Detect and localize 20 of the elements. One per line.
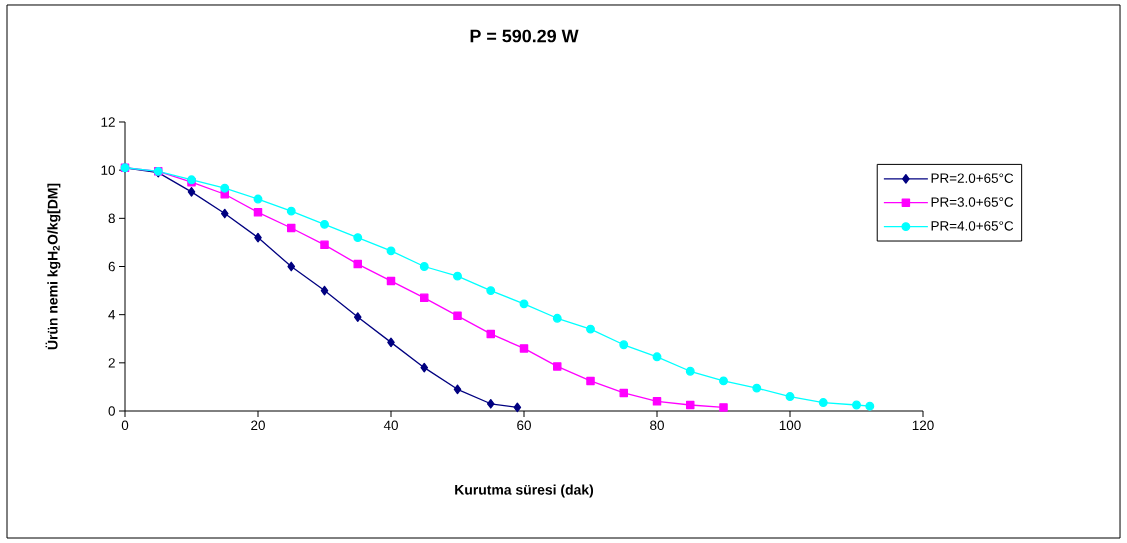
legend-label: PR=2.0+65°C: [931, 173, 1014, 183]
chart-title: P = 590.29 W: [470, 29, 579, 43]
y-tick-label: 8: [108, 213, 115, 224]
legend-label: PR=4.0+65°C: [931, 221, 1014, 231]
x-tick-label: 60: [517, 420, 531, 431]
x-tick-label: 40: [383, 420, 398, 431]
y-tick-label: 0: [108, 406, 115, 416]
legend-label: PR=3.0+65°C: [931, 197, 1014, 207]
x-tick-label: 0: [121, 420, 129, 431]
y-tick-label: 4: [108, 310, 116, 320]
x-axis-title: Kurutma süresi (dak): [455, 484, 594, 498]
y-tick-label: 6: [108, 261, 115, 272]
x-tick-label: 100: [779, 420, 801, 431]
y-tick-label: 12: [101, 117, 115, 127]
x-tick-label: 120: [912, 420, 934, 431]
y-tick-label: 2: [108, 358, 115, 368]
x-tick-label: 80: [650, 420, 664, 431]
y-tick-label: 10: [101, 165, 115, 175]
y-axis-title: Ürün nemi kgH$_{2}$O/kg[DM]: [45, 183, 61, 350]
x-tick-label: 20: [251, 420, 265, 431]
